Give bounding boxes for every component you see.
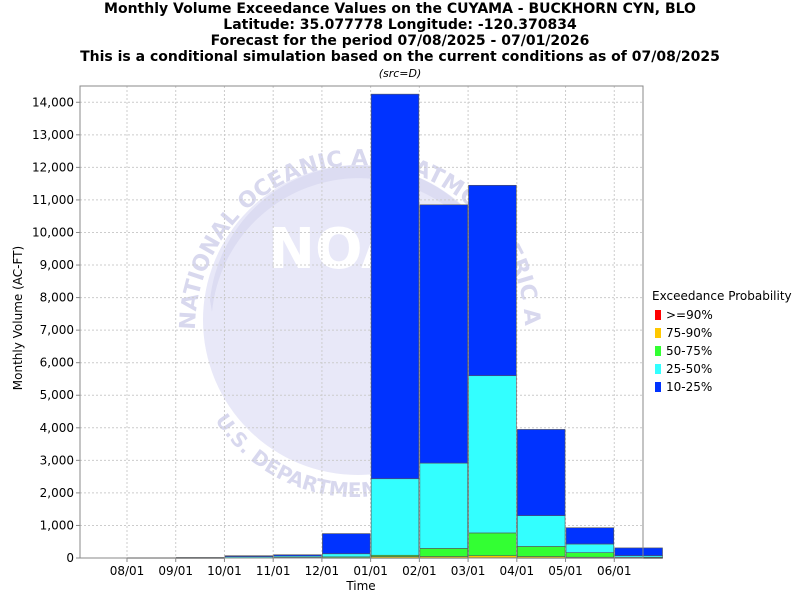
x-tick-label: 10/01 [207, 564, 242, 578]
chart-title-line-2: Latitude: 35.077778 Longitude: -120.3708… [223, 17, 577, 33]
x-tick-label: 11/01 [256, 564, 291, 578]
y-tick-label: 5,000 [40, 388, 74, 402]
x-tick-label: 05/01 [548, 564, 583, 578]
legend-swatch [655, 328, 661, 338]
x-tick-label: 12/01 [305, 564, 340, 578]
legend-swatch [655, 346, 661, 356]
x-tick-label: 09/01 [158, 564, 193, 578]
x-tick-label: 06/01 [597, 564, 632, 578]
legend-title: Exceedance Probability [652, 289, 792, 303]
legend-label: 75-90% [666, 326, 713, 340]
bar-segment [565, 543, 615, 553]
bar-segment [419, 204, 468, 464]
bar-segment [224, 555, 273, 557]
y-tick-label: 10,000 [32, 225, 74, 239]
y-tick-label: 6,000 [40, 356, 74, 370]
y-tick-label: 3,000 [40, 453, 74, 467]
y-tick-label: 1,000 [40, 518, 74, 532]
bar-segment [273, 554, 322, 557]
y-axis-label: Monthly Volume (AC-FT) [11, 246, 25, 390]
legend-swatch [655, 310, 661, 320]
chart-title-line-3: Forecast for the period 07/08/2025 - 07/… [210, 33, 590, 49]
legend-label: 10-25% [666, 380, 713, 394]
bars-layer [127, 93, 663, 559]
chart-title-line-1: Monthly Volume Exceedance Values on the … [104, 1, 696, 17]
x-tick-label: 02/01 [402, 564, 437, 578]
legend: Exceedance Probability >=90% 75-90% 50-75%… [652, 289, 792, 396]
bar-segment [517, 515, 566, 547]
bar-segment [517, 429, 566, 516]
legend-item: 50-75% [652, 342, 792, 360]
y-tick-label: 13,000 [32, 128, 74, 142]
bar-segment [565, 552, 615, 558]
bar-segment [468, 184, 517, 377]
y-tick-label: 4,000 [40, 421, 74, 435]
x-tick-label: 03/01 [451, 564, 486, 578]
y-tick-label: 11,000 [32, 193, 74, 207]
bar-segment [468, 532, 517, 557]
legend-swatch [655, 364, 661, 374]
bar-segment [565, 527, 615, 545]
bar-segment [370, 93, 420, 480]
bar-segment [322, 553, 371, 558]
y-tick-label: 2,000 [40, 486, 74, 500]
axes-layer: 0 1,000 2,000 3,000 4,000 5,000 6,000 7,000 8,00… [32, 85, 644, 578]
bar-segment [614, 547, 663, 557]
legend-swatch [655, 382, 661, 392]
bar-segment [419, 462, 468, 549]
chart-title-line-4: This is a conditional simulation based o… [80, 49, 720, 65]
legend-label: 25-50% [666, 362, 713, 376]
y-tick-label: 9,000 [40, 258, 74, 272]
chart-subtitle: (src=D) [378, 67, 422, 80]
legend-item: >=90% [652, 306, 792, 324]
y-tick-label: 0 [66, 551, 74, 565]
bar-segment [322, 533, 371, 555]
x-tick-label: 04/01 [500, 564, 535, 578]
bar-segment [468, 375, 517, 534]
legend-item: 10-25% [652, 378, 792, 396]
legend-label: 50-75% [666, 344, 713, 358]
bar-segment [419, 548, 468, 557]
legend-item: 25-50% [652, 360, 792, 378]
x-axis-label: Time [345, 579, 375, 593]
y-tick-label: 7,000 [40, 323, 74, 337]
plot-frame [79, 85, 644, 559]
y-tick-label: 14,000 [32, 95, 74, 109]
legend-label: >=90% [666, 308, 713, 322]
y-tick-label: 12,000 [32, 160, 74, 174]
legend-items: >=90% 75-90% 50-75% 25-50% 10-25% [652, 306, 792, 396]
legend-item: 75-90% [652, 324, 792, 342]
bar-segment [370, 478, 420, 556]
x-tick-label: 08/01 [110, 564, 145, 578]
y-tick-label: 8,000 [40, 291, 74, 305]
x-tick-label: 01/01 [353, 564, 388, 578]
bar-segment [517, 546, 566, 557]
